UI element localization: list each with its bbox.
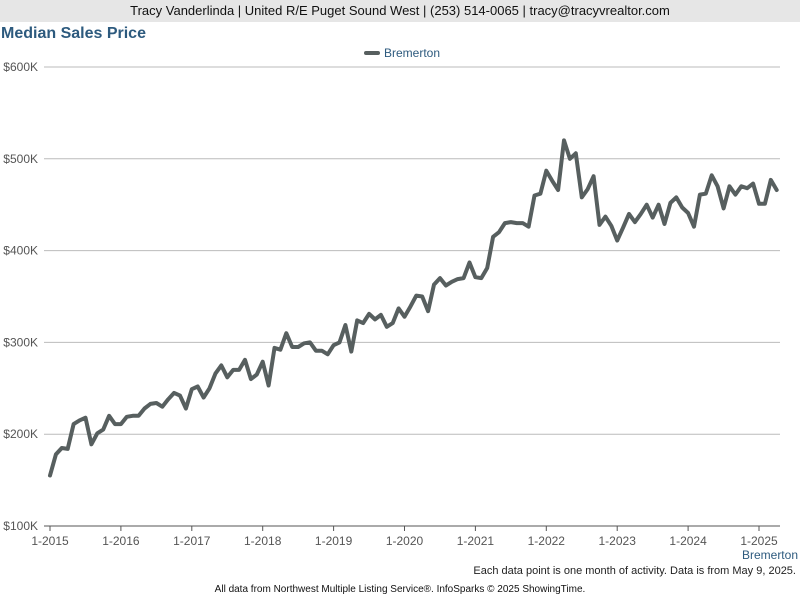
- x-tick-label: 1-2019: [315, 534, 353, 548]
- y-tick-label: $200K: [3, 427, 38, 441]
- y-tick-label: $100K: [3, 519, 38, 533]
- legend-swatch: [364, 51, 380, 55]
- x-tick-label: 1-2016: [102, 534, 140, 548]
- data-note: Each data point is one month of activity…: [473, 565, 796, 577]
- x-tick-label: 1-2015: [31, 534, 69, 548]
- series-end-label: Bremerton: [741, 548, 798, 562]
- y-tick-label: $300K: [3, 335, 38, 349]
- footer-credit: All data from Northwest Multiple Listing…: [214, 584, 586, 595]
- x-tick-label: 1-2017: [173, 534, 211, 548]
- agent-header: Tracy Vanderlinda | United R/E Puget Sou…: [0, 0, 800, 22]
- x-tick-label: 1-2022: [528, 534, 566, 548]
- x-tick-label: 1-2018: [244, 534, 282, 548]
- legend-label: Bremerton: [384, 46, 441, 60]
- y-tick-label: $400K: [3, 244, 38, 258]
- y-tick-label: $500K: [3, 152, 38, 166]
- bremerton-series-line: [48, 138, 779, 478]
- y-tick-label: $600K: [3, 60, 38, 74]
- chart-title: Median Sales Price: [1, 25, 146, 42]
- x-tick-label: 1-2021: [457, 534, 495, 548]
- chart-legend: Bremerton: [364, 46, 440, 60]
- x-tick-label: 1-2023: [599, 534, 637, 548]
- x-tick-label: 1-2020: [386, 534, 424, 548]
- x-tick-label: 1-2024: [669, 534, 707, 548]
- x-tick-label: 1-2025: [740, 534, 778, 548]
